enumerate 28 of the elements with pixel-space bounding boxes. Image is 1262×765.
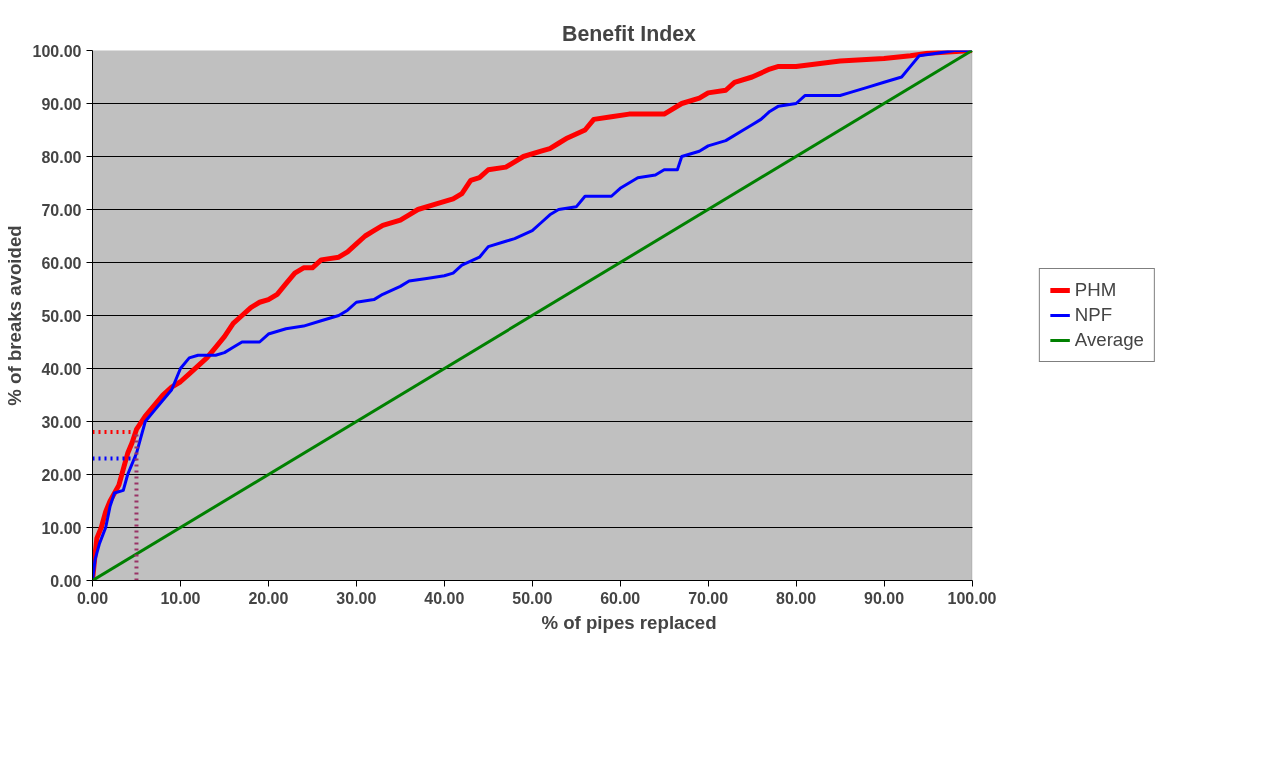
- y-tick-label: 70.00: [41, 201, 82, 219]
- x-tick-label: 70.00: [688, 589, 729, 607]
- y-tick-label: 10.00: [41, 519, 82, 537]
- y-axis-title: % of breaks avoided: [3, 225, 25, 406]
- y-tick-label: 60.00: [41, 254, 82, 272]
- x-tick-label: 30.00: [336, 589, 377, 607]
- y-tick-label: 40.00: [41, 360, 82, 378]
- x-tick-label: 10.00: [160, 589, 201, 607]
- y-tick-label: 30.00: [41, 413, 82, 431]
- y-tick-label: 50.00: [41, 307, 82, 325]
- x-tick-label: 0.00: [76, 589, 109, 607]
- y-tick-label: 100.00: [32, 42, 82, 60]
- x-tick-label: 80.00: [776, 589, 817, 607]
- legend-label: Average: [1074, 329, 1144, 351]
- x-axis-title: % of pipes replaced: [541, 611, 717, 633]
- legend-label: PHM: [1074, 279, 1117, 301]
- x-tick-label: 60.00: [600, 589, 641, 607]
- x-tick-label: 40.00: [424, 589, 465, 607]
- legend-label: NPF: [1074, 304, 1113, 326]
- x-tick-label: 90.00: [864, 589, 905, 607]
- y-tick-label: 20.00: [41, 466, 82, 484]
- chart-title: Benefit Index: [562, 21, 697, 46]
- x-tick-label: 100.00: [947, 589, 997, 607]
- x-tick-label: 50.00: [512, 589, 553, 607]
- y-tick-label: 80.00: [41, 148, 82, 166]
- y-tick-label: 0.00: [50, 572, 82, 590]
- x-tick-label: 20.00: [248, 589, 289, 607]
- y-tick-label: 90.00: [41, 95, 82, 113]
